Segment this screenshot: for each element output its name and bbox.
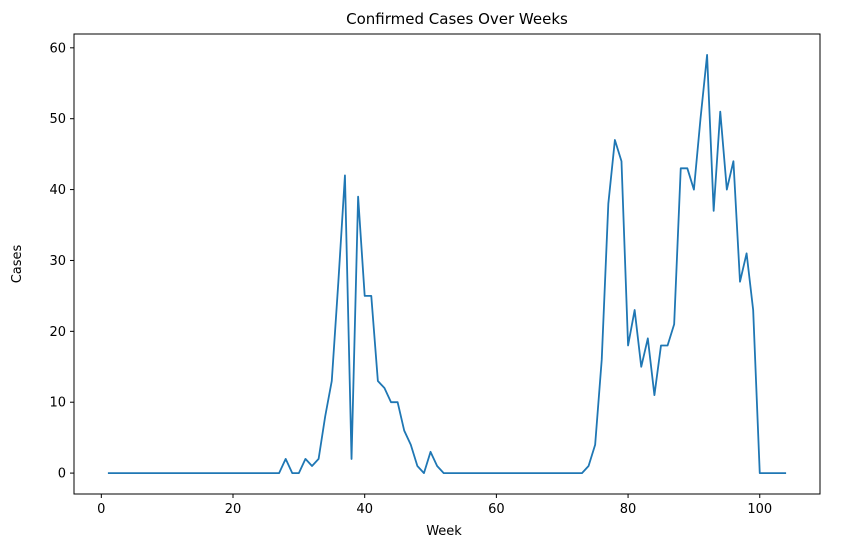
- y-tick-label: 0: [58, 467, 66, 482]
- x-tick-label: 20: [225, 502, 242, 517]
- x-tick-label: 40: [356, 502, 373, 517]
- x-tick-label: 0: [97, 502, 105, 517]
- x-tick-label: 100: [747, 502, 772, 517]
- x-axis-label: Week: [426, 524, 462, 539]
- y-tick-label: 20: [49, 325, 66, 340]
- plot-area: [107, 54, 787, 474]
- y-tick-label: 50: [49, 112, 66, 127]
- y-tick-label: 30: [49, 254, 66, 269]
- y-tick-label: 10: [49, 396, 66, 411]
- x-tick-label: 60: [488, 502, 505, 517]
- chart-title: Confirmed Cases Over Weeks: [346, 10, 568, 28]
- plot-frame: [73, 33, 821, 495]
- x-tick-label: 80: [620, 502, 637, 517]
- y-axis: 0 10 20 30 40 50 60: [49, 41, 74, 482]
- y-tick-label: 60: [49, 41, 66, 56]
- y-axis-label: Cases: [10, 244, 25, 283]
- series-line: [107, 54, 787, 474]
- x-axis: 0 20 40 60 80 100: [97, 494, 772, 517]
- y-tick-label: 40: [49, 183, 66, 198]
